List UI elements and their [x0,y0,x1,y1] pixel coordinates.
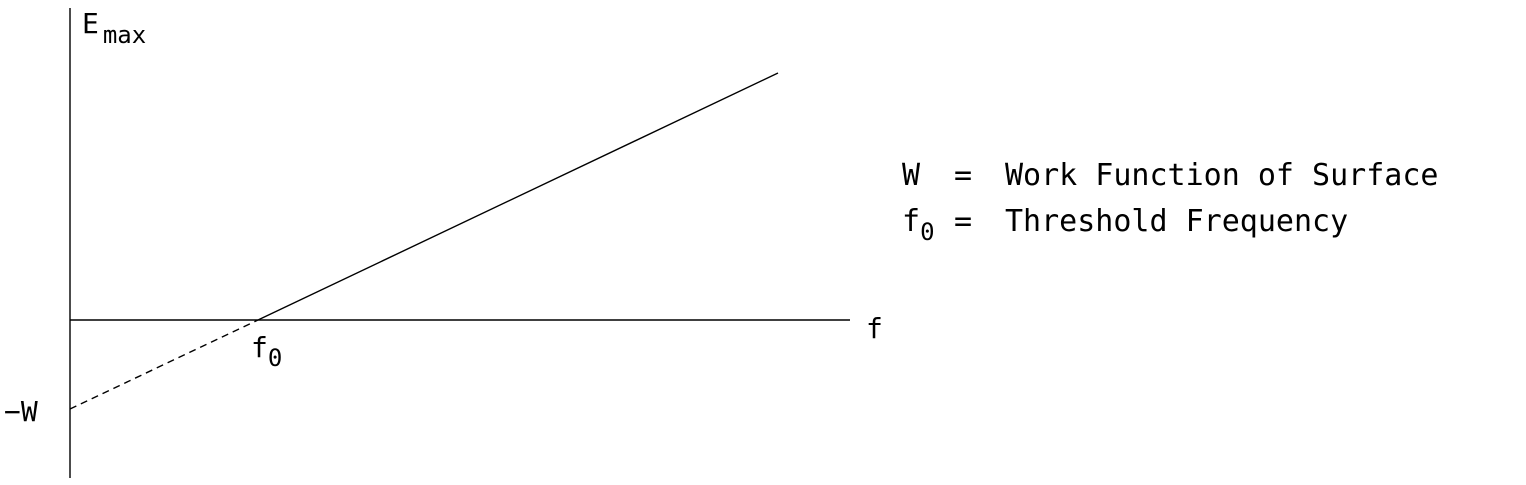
x-axis-label: f [866,312,883,345]
y-axis-symbol: E [82,7,99,40]
legend-symbol: W [902,158,921,193]
legend-row-threshold: f0 = Threshold Frequency [902,204,1348,246]
energy-line [257,72,779,321]
legend: W = Work Function of Surface f0 = Threshold … [902,158,1438,246]
legend-symbol: f [902,204,920,239]
extrapolation-dashed-line [69,319,259,410]
legend-eq: = [954,204,972,239]
legend-text: Work Function of Surface [1005,158,1438,193]
threshold-symbol: f [251,331,268,364]
legend-subscript: 0 [920,218,934,246]
y-axis-subscript: max [103,21,146,49]
intercept-label: −W [4,395,38,428]
threshold-subscript: 0 [268,344,282,372]
legend-row-work-function: W = Work Function of Surface [902,158,1438,193]
legend-text: Threshold Frequency [1005,204,1348,239]
legend-eq: = [954,158,972,193]
threshold-label: f0 [251,331,282,372]
